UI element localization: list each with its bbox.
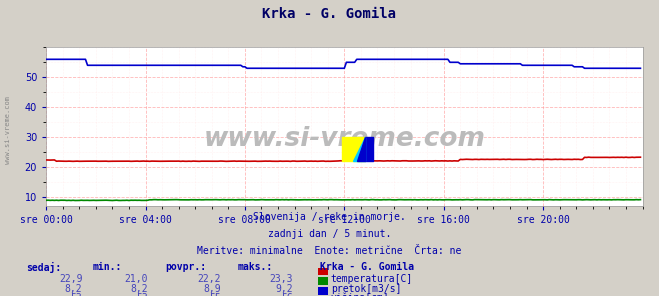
Text: sedaj:: sedaj: bbox=[26, 262, 61, 273]
Text: min.:: min.: bbox=[92, 262, 122, 272]
Text: temperatura[C]: temperatura[C] bbox=[331, 274, 413, 284]
Text: 23,3: 23,3 bbox=[270, 274, 293, 284]
Text: 22,2: 22,2 bbox=[197, 274, 221, 284]
Text: Krka - G. Gomila: Krka - G. Gomila bbox=[320, 262, 414, 272]
Text: višina[cm]: višina[cm] bbox=[331, 293, 389, 296]
Text: 53: 53 bbox=[71, 293, 82, 296]
Polygon shape bbox=[357, 137, 365, 161]
Text: www.si-vreme.com: www.si-vreme.com bbox=[5, 96, 11, 164]
Text: 55: 55 bbox=[209, 293, 221, 296]
Polygon shape bbox=[353, 137, 365, 161]
Text: 53: 53 bbox=[136, 293, 148, 296]
Text: 56: 56 bbox=[281, 293, 293, 296]
Text: maks.:: maks.: bbox=[237, 262, 272, 272]
Text: 21,0: 21,0 bbox=[125, 274, 148, 284]
Text: 22,9: 22,9 bbox=[59, 274, 82, 284]
Text: 8,2: 8,2 bbox=[130, 284, 148, 294]
Text: Krka - G. Gomila: Krka - G. Gomila bbox=[262, 7, 397, 21]
Text: 8,9: 8,9 bbox=[203, 284, 221, 294]
Text: 8,2: 8,2 bbox=[65, 284, 82, 294]
Text: 9,2: 9,2 bbox=[275, 284, 293, 294]
Text: Meritve: minimalne  Enote: metrične  Črta: ne: Meritve: minimalne Enote: metrične Črta:… bbox=[197, 246, 462, 256]
Text: www.si-vreme.com: www.si-vreme.com bbox=[204, 126, 485, 152]
Text: Slovenija / reke in morje.: Slovenija / reke in morje. bbox=[253, 212, 406, 222]
Text: zadnji dan / 5 minut.: zadnji dan / 5 minut. bbox=[268, 229, 391, 239]
Text: pretok[m3/s]: pretok[m3/s] bbox=[331, 284, 401, 294]
Text: povpr.:: povpr.: bbox=[165, 262, 206, 272]
